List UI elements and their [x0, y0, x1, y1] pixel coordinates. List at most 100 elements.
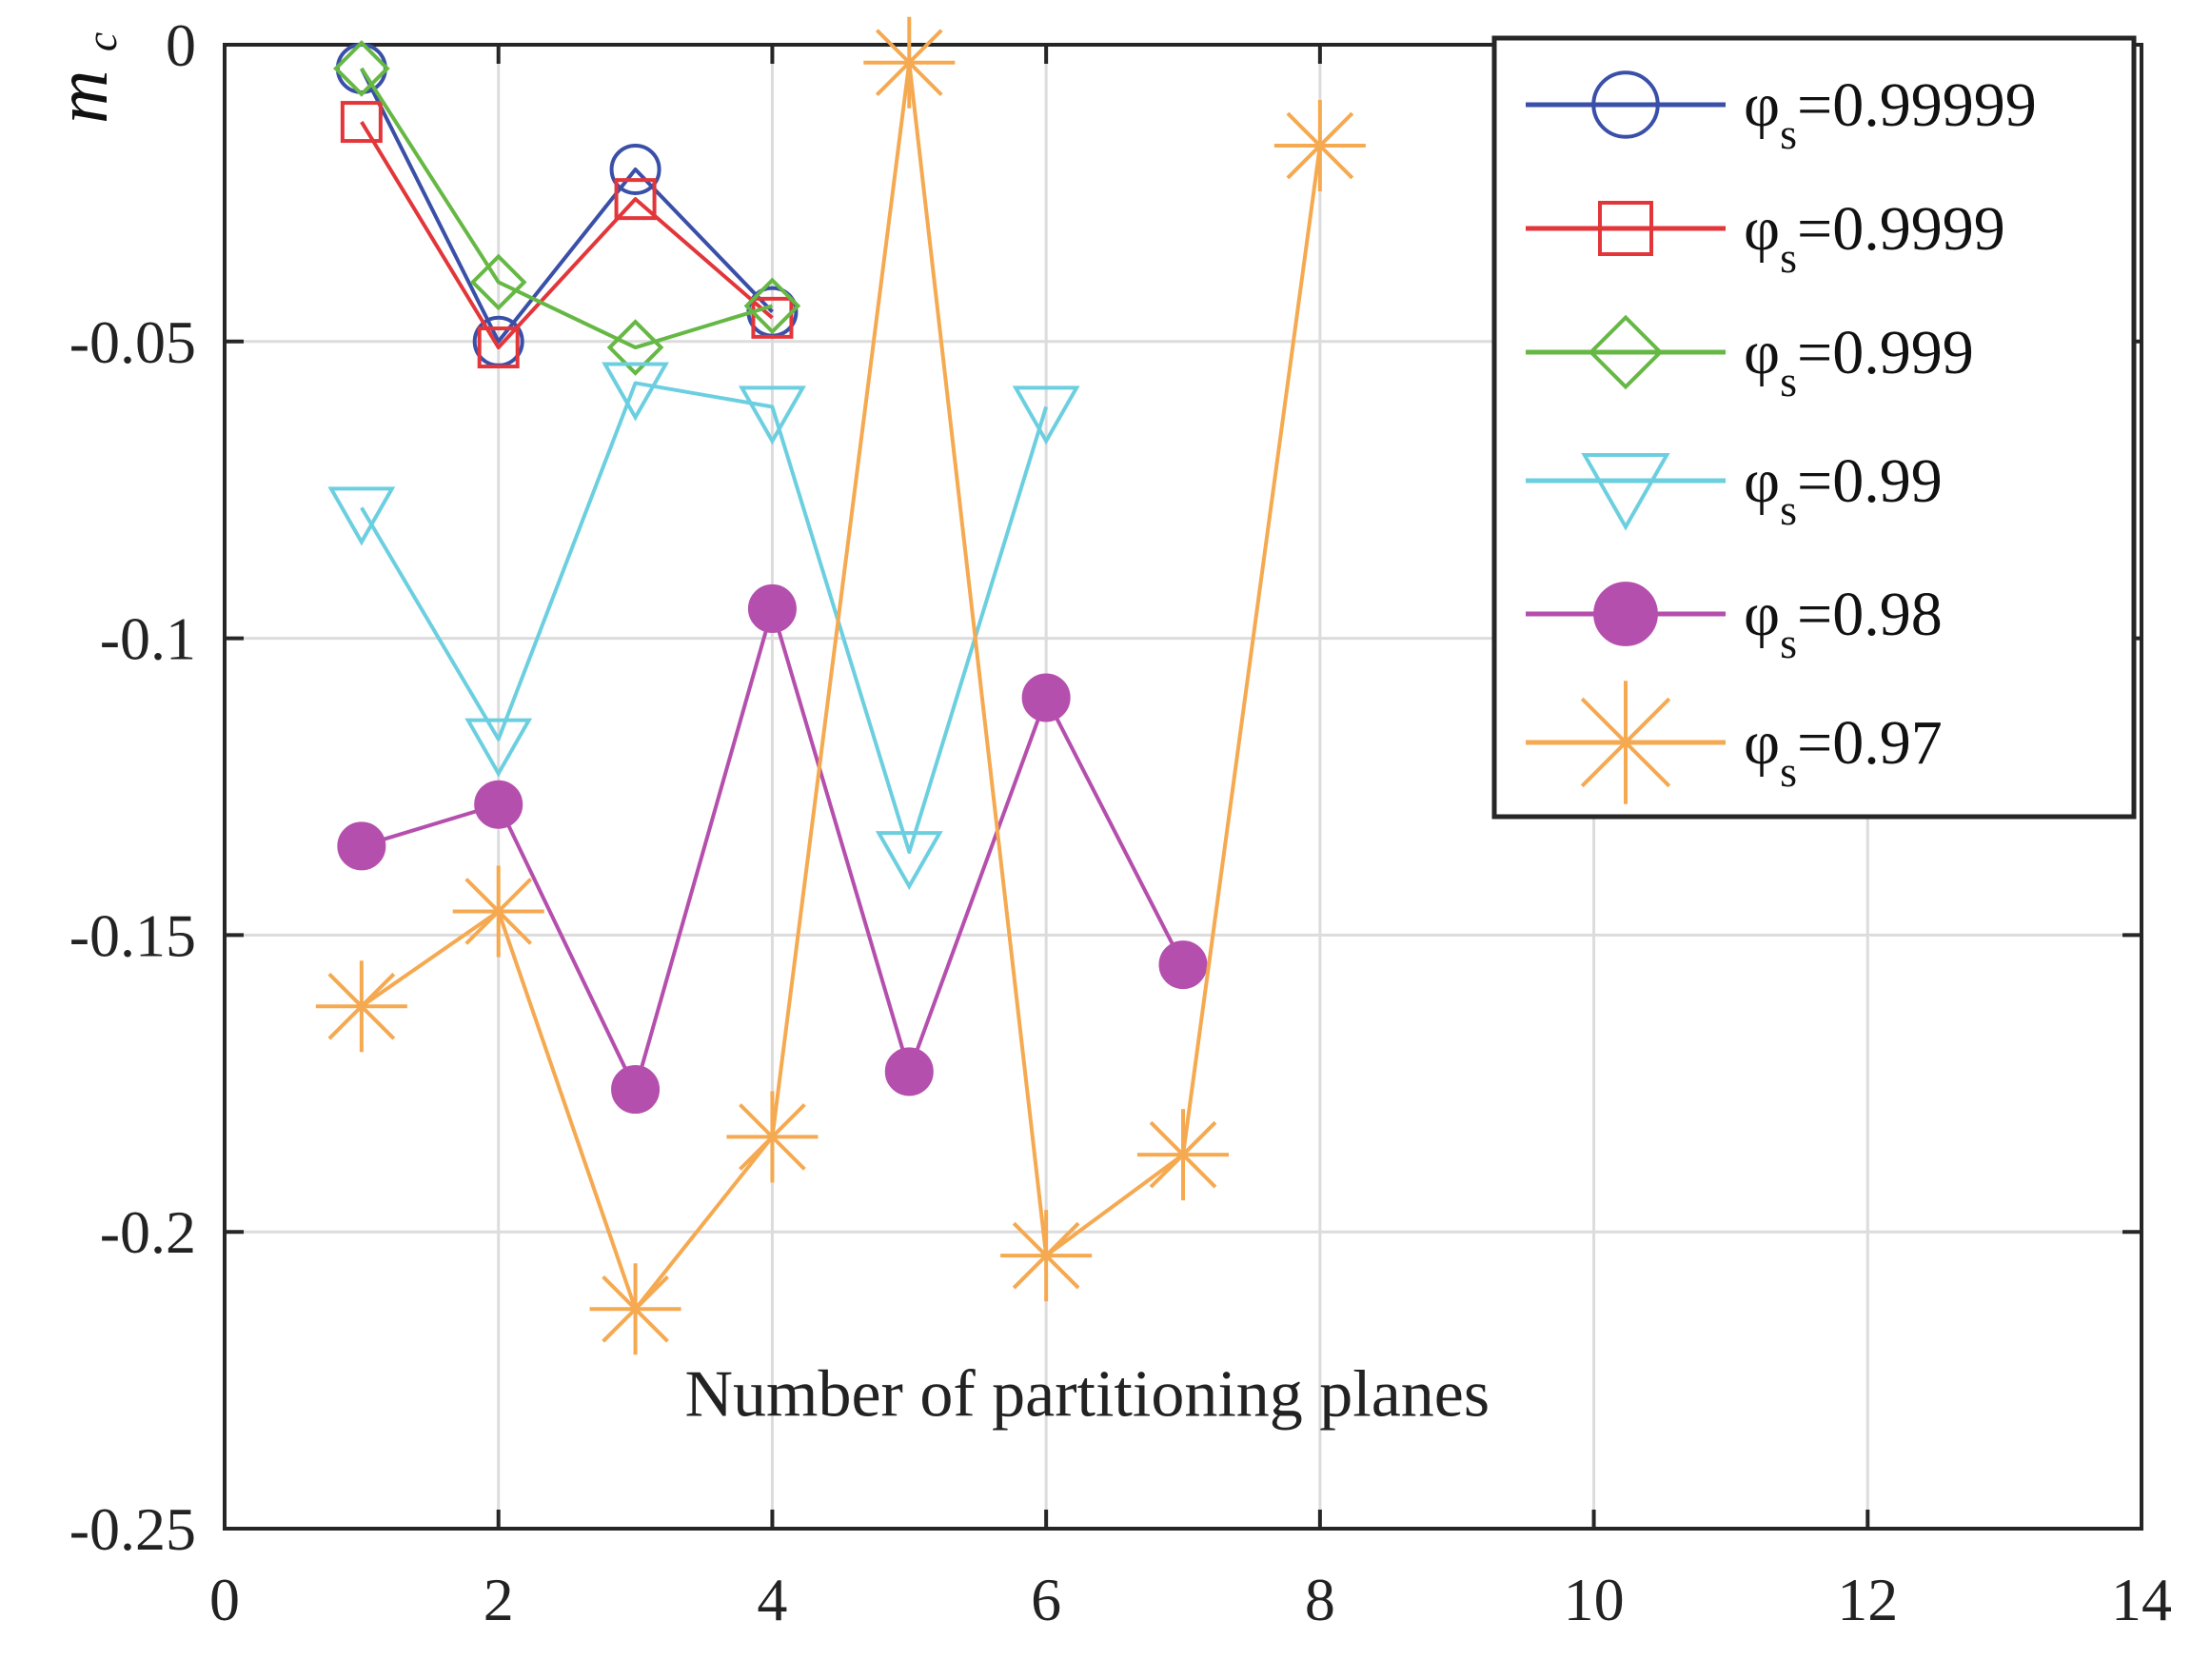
legend-label: φs=0.999: [1744, 318, 1974, 405]
legend-phi: φ: [1744, 318, 1780, 387]
series-line: [360, 381, 1049, 855]
star-stroke: [327, 972, 396, 1040]
legend-phi: φ: [1744, 194, 1780, 264]
star-stroke: [875, 29, 943, 97]
legend-label: φs=0.99: [1744, 446, 1943, 534]
y-tick-label: -0.05: [69, 308, 196, 376]
legend-marker: [1588, 314, 1664, 390]
data-point: [1021, 673, 1071, 722]
data-point: [1273, 100, 1366, 192]
x-tick-label: 8: [1305, 1566, 1335, 1633]
data-point: [751, 296, 794, 339]
star-stroke: [1012, 1221, 1080, 1290]
plot-frame: [223, 43, 2143, 1531]
data-point: [333, 40, 390, 97]
series-3: [333, 40, 801, 376]
data-point: [611, 1065, 661, 1115]
legend-sub: s: [1780, 619, 1797, 667]
legend-value: =0.97: [1797, 708, 1943, 778]
data-point: [884, 1047, 934, 1097]
x-tick-label: 12: [1837, 1566, 1898, 1633]
y-tick-label: 0: [166, 11, 196, 79]
data-point: [340, 101, 383, 144]
legend-phi: φ: [1744, 70, 1780, 140]
star-stroke: [464, 878, 533, 945]
data-point: [327, 486, 396, 546]
legend-box: [1491, 35, 2137, 820]
data-point: [614, 178, 657, 221]
series-5: [337, 583, 1208, 1115]
series-line: [360, 60, 1322, 1312]
legend-marker: [1581, 453, 1670, 531]
data-point: [452, 865, 544, 958]
star-stroke: [739, 1103, 806, 1171]
x-tick-label: 4: [757, 1566, 787, 1633]
data-point: [726, 1091, 819, 1183]
series-layer: [315, 16, 1366, 1355]
legend-marker: [1564, 681, 1688, 804]
legend-sub: s: [1780, 233, 1797, 282]
legend-label: φs=0.99999: [1744, 70, 2037, 158]
data-point: [863, 16, 956, 109]
data-point: [606, 319, 664, 376]
legend-value: =0.9999: [1797, 194, 2005, 264]
series-line: [360, 67, 774, 350]
legend-marker: [1591, 70, 1660, 139]
data-point: [337, 821, 386, 871]
legend-sub: s: [1780, 357, 1797, 405]
data-point: [589, 1263, 681, 1355]
legend-phi: φ: [1744, 446, 1780, 516]
data-point: [747, 583, 797, 633]
star-stroke: [1580, 697, 1671, 788]
data-point: [477, 326, 520, 369]
x-tick-label: 14: [2111, 1566, 2172, 1633]
data-point: [1158, 940, 1208, 990]
x-axis-label: Number of partitioning planes: [684, 1358, 1490, 1432]
data-point: [743, 277, 801, 335]
star-stroke: [1149, 1120, 1217, 1189]
legend-phi: φ: [1744, 580, 1780, 649]
legend-item: [1526, 70, 1726, 139]
y-tick-label: -0.2: [100, 1198, 196, 1266]
data-point: [469, 253, 527, 311]
data-point: [875, 831, 943, 891]
y-axis-label-sub: c: [77, 32, 126, 51]
legend-sub: s: [1780, 747, 1797, 796]
legend-item: [1526, 314, 1726, 390]
data-point: [315, 960, 407, 1053]
legend-value: =0.99: [1797, 446, 1943, 516]
legend-marker: [1598, 201, 1653, 256]
legend-phi: φ: [1744, 708, 1780, 778]
data-point: [464, 718, 533, 778]
legend-item: [1526, 681, 1726, 804]
y-tick-label: -0.1: [100, 605, 196, 673]
y-tick-label: -0.15: [69, 901, 196, 969]
data-point: [738, 385, 806, 445]
series-2: [340, 101, 794, 369]
series-6: [315, 16, 1366, 1355]
data-point: [602, 362, 670, 422]
tick-labels: 0 2 4 6 8 10 12 14 0 -0.05 -0.1 -0.15 -0.2 -0.25: [69, 11, 2172, 1633]
legend: φs=0.99999φs=0.9999φs=0.999φs=0.99φs=0.9…: [1491, 35, 2137, 820]
legend-value: =0.999: [1797, 318, 1974, 387]
y-tick-label: -0.25: [69, 1495, 196, 1563]
data-point: [1012, 385, 1080, 445]
series-line: [360, 121, 774, 350]
series-1: [335, 42, 799, 367]
y-axis-label: m c: [40, 32, 126, 124]
x-tick-label: 2: [484, 1566, 514, 1633]
legend-item: [1526, 453, 1726, 531]
legend-value: =0.98: [1797, 580, 1943, 649]
legend-label: φs=0.98: [1744, 580, 1943, 667]
series-line: [360, 68, 774, 344]
legend-label: φs=0.97: [1744, 708, 1943, 796]
x-tick-label: 0: [209, 1566, 240, 1633]
legend-value: =0.99999: [1797, 70, 2037, 140]
legend-sub: s: [1780, 485, 1797, 534]
series-4: [327, 362, 1080, 891]
legend-item: [1526, 201, 1726, 256]
legend-marker: [1593, 582, 1658, 646]
star-stroke: [602, 1275, 669, 1343]
legend-sub: s: [1780, 109, 1797, 158]
